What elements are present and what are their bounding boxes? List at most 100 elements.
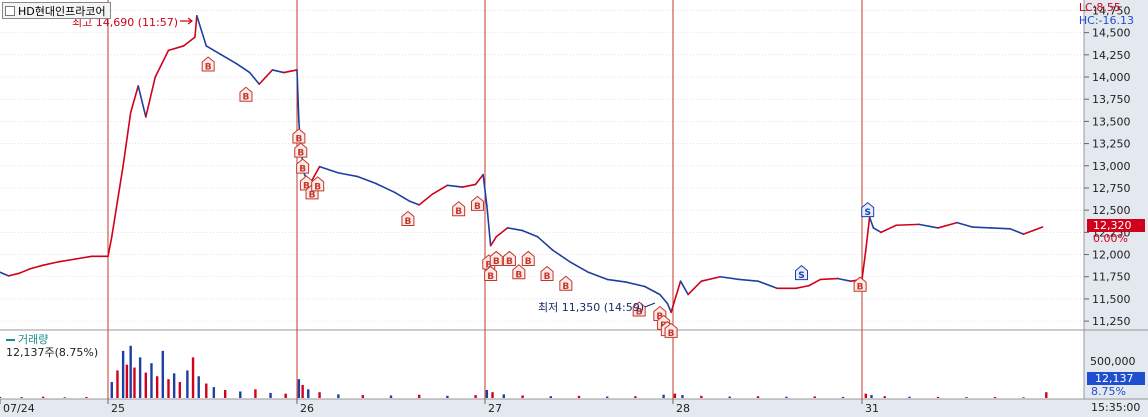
price-segment [29,264,45,270]
volume-bar [110,382,113,398]
price-segment [431,184,449,195]
last-price-value: 12,320 [1093,219,1132,232]
price-segment [18,267,32,274]
y-tick-label: 11,500 [1092,293,1131,306]
price-segment [808,278,822,287]
marker-shape [489,250,503,266]
price-segment [971,226,993,229]
volume-bar [870,395,873,398]
marker-letter: B [404,217,411,227]
marker-shape [484,265,498,282]
x-tick-label: 07/24 [3,402,35,415]
price-segment [110,200,119,238]
price-segment [205,45,223,56]
price-segment [861,249,867,281]
last-price-tag [1087,219,1145,232]
volume-bar [129,345,132,398]
price-segment [895,223,920,227]
volume-bar [223,390,227,398]
buy-marker-icon: B [502,250,516,267]
price-segment [670,305,674,314]
price-segment [137,85,147,118]
high-arrow-icon [180,17,193,25]
y-tick-label: 13,750 [1092,93,1131,106]
price-segment [880,224,898,234]
volume-bar [161,350,165,398]
x-tick-label: 27 [488,402,502,415]
price-segment [167,45,185,52]
price-segment [408,200,421,206]
marker-shape [632,301,646,317]
volume-bar [813,396,816,398]
volume-bar [307,389,310,398]
price-segment [700,275,722,282]
marker-letter: B [299,165,306,175]
volume-last-pct: 8.75% [1091,385,1126,398]
y-tick-label: 12,000 [1092,249,1131,262]
price-segment [418,193,434,206]
price-segment [220,54,238,65]
volume-bar [239,391,242,398]
marker-letter: B [562,282,569,292]
price-segment [296,69,300,123]
stock-title-box[interactable]: HD현대인프라코어 [2,2,111,19]
volume-legend-icon [6,338,15,341]
marker-shape [401,210,415,227]
checkbox-icon[interactable] [5,5,15,16]
y-tick-label: 13,000 [1092,160,1131,173]
y-tick-label: 14,750 [1092,4,1131,17]
volume-bar [205,383,208,398]
volume-name: 거래량 [18,333,49,346]
price-segment [918,223,939,229]
volume-bar [167,379,170,398]
volume-bar [301,384,304,398]
volume-bar [186,370,189,398]
price-segment [990,227,1012,230]
y-axis-panel [1084,0,1148,417]
marker-letter: B [455,207,462,217]
price-segment [937,221,958,229]
price-segment [625,281,646,288]
marker-letter: B [314,182,321,192]
volume-bar [474,395,477,398]
price-segment [568,260,590,274]
volume-bar [1022,397,1025,398]
volume-bar [284,393,287,398]
price-segment [587,271,609,281]
price-segment [666,302,672,314]
price-segment [248,71,261,85]
y-tick-label: 11,250 [1092,315,1131,328]
volume-bar [0,396,2,398]
volume-bar [1045,392,1048,398]
price-segment [506,227,524,232]
volume-bar [662,394,665,398]
volume-bar [681,395,684,398]
price-segment [643,285,661,296]
price-segment [182,36,196,47]
marker-shape [853,276,867,292]
volume-bar [502,394,505,398]
marker-letter: B [243,93,250,103]
volume-bar [125,364,129,398]
marker-letter: B [295,134,302,144]
price-segment [868,216,875,229]
stock-name: HD현대인프라코어 [18,4,106,18]
volume-bar [361,395,364,398]
price-segment [521,229,539,238]
price-segment [74,255,93,260]
x-axis-panel [0,399,1148,417]
marker-letter: B [506,257,513,267]
volume-bar [297,379,301,398]
price-segment [258,69,274,85]
volume-axis-label: 500,000 [1090,355,1136,368]
volume-last-tag [1087,372,1145,385]
volume-bar [318,392,321,398]
buy-marker-icon: B [452,201,466,217]
buy-marker-icon: B [853,276,867,293]
volume-bar [138,357,142,398]
x-tick-label: 26 [300,402,314,415]
time-readout: 15:35:00 [1091,401,1140,414]
marker-shape [540,265,554,282]
buy-marker-icon: B [489,250,503,267]
